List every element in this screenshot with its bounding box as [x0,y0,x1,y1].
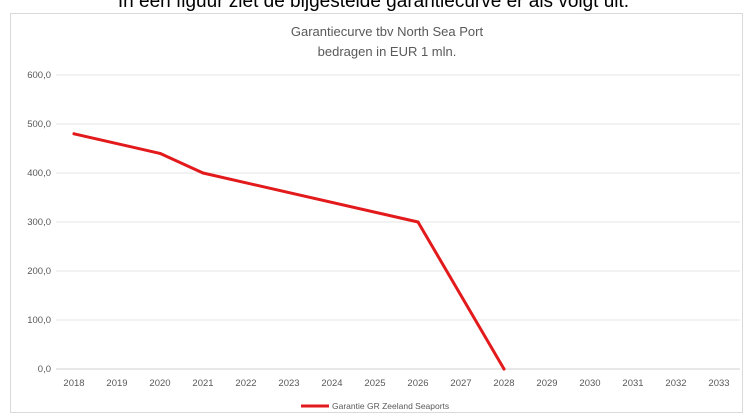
x-tick-label: 2023 [278,378,299,389]
intro-sentence: In een figuur ziet de bijgestelde garant… [117,0,630,12]
series-line [72,132,506,371]
data-point [502,367,506,371]
x-tick-label: 2026 [407,378,428,389]
x-tick-label: 2024 [321,378,342,389]
x-tick-label: 2031 [622,378,643,389]
x-tick-label: 2022 [235,378,256,389]
data-point [416,220,420,224]
y-tick-label: 500,0 [27,119,51,130]
x-tick-label: 2029 [536,378,557,389]
x-axis-ticks: 2018 2019 2020 2021 2022 2023 2024 2025 2026 2027… [63,378,729,389]
y-tick-label: 100,0 [27,315,51,326]
chart-subtitle: bedragen in EUR 1 mln. [318,44,457,59]
y-tick-label: 0,0 [38,364,51,375]
legend: Garantie GR Zeeland Seaports [301,401,449,411]
gridlines [56,74,740,370]
x-tick-label: 2021 [192,378,213,389]
y-tick-label: 200,0 [27,266,51,277]
data-point [201,171,205,175]
y-tick-label: 300,0 [27,217,51,228]
x-tick-label: 2032 [665,378,686,389]
data-point [158,151,162,155]
y-axis-ticks: 0,0 100,0 200,0 300,0 400,0 500,0 600,0 [27,70,51,375]
y-tick-label: 400,0 [27,168,51,179]
x-tick-label: 2027 [450,378,471,389]
y-tick-label: 600,0 [27,70,51,81]
chart-frame: Garantiecurve tbv North Sea Port bedrage… [10,13,743,413]
x-tick-label: 2025 [364,378,385,389]
x-tick-label: 2018 [63,378,84,389]
data-point [72,132,76,136]
x-tick-label: 2020 [149,378,170,389]
chart-title: Garantiecurve tbv North Sea Port [291,24,484,39]
series-layer [72,132,506,371]
x-tick-label: 2019 [106,378,127,389]
legend-label: Garantie GR Zeeland Seaports [332,401,449,411]
x-tick-label: 2028 [493,378,514,389]
line-chart: Garantiecurve tbv North Sea Port bedrage… [27,24,740,411]
x-tick-label: 2030 [579,378,600,389]
x-tick-label: 2033 [708,378,729,389]
